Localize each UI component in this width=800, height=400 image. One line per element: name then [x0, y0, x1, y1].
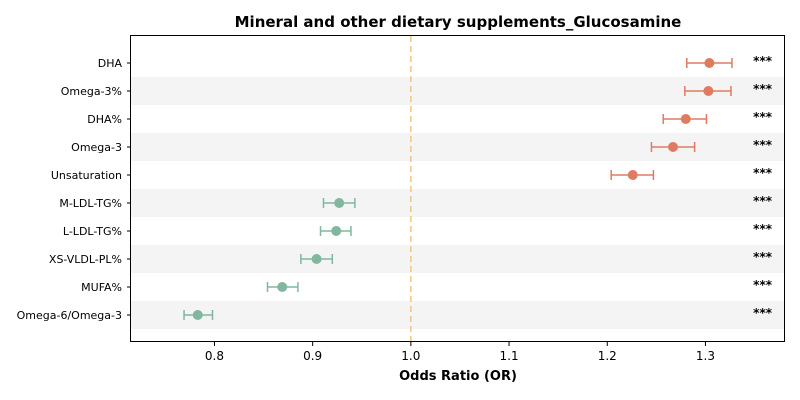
row-stripe	[131, 301, 784, 329]
row-stripe	[131, 77, 784, 105]
x-tick-label: 0.8	[205, 349, 224, 363]
row-stripe	[131, 189, 784, 217]
y-tick-label: DHA%	[87, 113, 122, 126]
or-point	[192, 310, 203, 320]
significance-labels: *** *** *** *** *** *** *** *** *** ***	[753, 54, 773, 320]
y-tick-label: MUFA%	[81, 281, 122, 294]
y-tick-label: XS-VLDL-PL%	[49, 253, 122, 266]
x-tick-label: 0.9	[303, 349, 322, 363]
y-tick-label: M-LDL-TG%	[59, 197, 122, 210]
significance-label: ***	[753, 82, 773, 96]
significance-label: ***	[753, 194, 773, 208]
significance-label: ***	[753, 166, 773, 180]
x-tick-label: 1.1	[500, 349, 519, 363]
plot-frame	[130, 35, 785, 342]
or-point	[668, 142, 679, 152]
x-tick-label: 1.0	[401, 349, 420, 363]
x-tick-label: 1.3	[696, 349, 715, 363]
or-point	[311, 254, 322, 264]
or-point	[277, 282, 288, 292]
x-tick-label: 1.2	[598, 349, 617, 363]
significance-label: ***	[753, 306, 773, 320]
x-axis: 0.8 0.9 1.0 1.1 1.2 1.3	[205, 341, 715, 363]
chart-title: Mineral and other dietary supplements_Gl…	[235, 13, 682, 31]
y-tick-label: Omega-6/Omega-3	[17, 309, 122, 322]
significance-label: ***	[753, 138, 773, 152]
significance-label: ***	[753, 250, 773, 264]
y-tick-label: DHA	[98, 57, 123, 70]
significance-label: ***	[753, 222, 773, 236]
or-point	[680, 114, 691, 124]
y-axis-labels: DHA Omega-3% DHA% Omega-3 Unsaturation M-LDL-…	[17, 57, 131, 322]
or-point	[331, 226, 342, 236]
y-tick-label: Unsaturation	[51, 169, 122, 182]
y-tick-label: L-LDL-TG%	[63, 225, 122, 238]
significance-label: ***	[753, 54, 773, 68]
significance-label: ***	[753, 110, 773, 124]
or-point	[703, 86, 714, 96]
or-point	[334, 198, 345, 208]
y-tick-label: Omega-3	[71, 141, 122, 154]
or-point	[704, 58, 715, 68]
significance-label: ***	[753, 278, 773, 292]
row-stripe	[131, 245, 784, 273]
data-marks	[183, 58, 733, 320]
x-axis-label: Odds Ratio (OR)	[399, 369, 517, 384]
or-point	[627, 170, 638, 180]
y-tick-label: Omega-3%	[61, 85, 122, 98]
